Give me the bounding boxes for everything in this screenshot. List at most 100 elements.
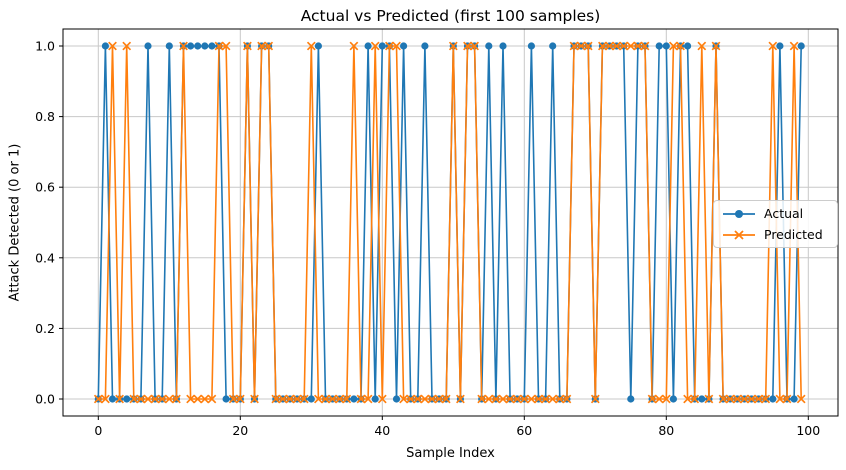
x-tick-label: 80 [658,423,674,438]
actual-marker [776,42,784,50]
predicted-marker [342,394,352,404]
actual-marker [101,42,109,50]
predicted-marker [179,41,188,51]
actual-marker [194,42,202,50]
predicted-marker [676,41,685,51]
predicted-marker [356,394,366,404]
y-tick-label: 0.0 [35,392,55,407]
predicted-marker [157,394,167,404]
predicted-marker [633,41,643,51]
predicted-marker [122,41,132,51]
predicted-marker [661,394,671,404]
actual-marker [144,42,152,50]
legend-item-predicted: Predicted [722,225,829,245]
actual-marker [187,42,195,50]
predicted-marker [455,394,465,404]
predicted-marker [363,394,373,404]
actual-marker [769,395,777,403]
actual-marker [371,395,379,403]
predicted-marker [789,41,799,51]
actual-marker [421,42,429,50]
actual-marker [307,395,315,403]
predicted-marker [377,394,387,404]
predicted-marker [505,394,515,404]
predicted-marker [668,41,678,51]
predicted-series-line [98,45,802,400]
predicted-marker [108,41,117,51]
x-tick-label: 40 [374,423,390,438]
predicted-marker [257,41,267,51]
predicted-marker [136,394,146,404]
predicted-marker [463,41,472,51]
actual-marker [378,42,386,50]
actual-marker [222,395,230,403]
actual-marker [662,42,670,50]
predicted-marker [739,394,749,404]
y-tick-label: 0.6 [35,180,55,195]
predicted-marker [512,394,522,404]
predicted-marker [782,394,792,404]
predicted-marker [626,41,636,51]
predicted-marker [434,394,444,404]
predicted-marker [406,394,416,404]
predicted-marker [569,41,579,51]
predicted-marker [214,41,224,51]
predicted-marker [470,41,480,51]
predicted-marker [477,394,487,404]
y-tick-label: 0.8 [35,109,55,124]
x-axis-label: Sample Index [406,446,495,461]
actual-marker [527,42,536,50]
actual-marker [669,395,678,403]
predicted-marker [796,394,806,404]
actual-marker [165,42,173,50]
legend-label-predicted: Predicted [764,227,823,242]
predicted-marker [93,394,103,404]
predicted-marker [321,394,330,404]
predicted-marker [526,394,536,404]
actual-marker [392,395,401,403]
actual-marker [549,42,557,50]
predicted-marker [747,394,756,404]
predicted-marker [399,394,409,404]
predicted-marker [775,394,785,404]
predicted-marker [370,41,380,51]
predicted-marker [427,394,437,404]
predicted-line-x-icon [723,229,755,240]
actual-marker [655,42,663,50]
predicted-marker [271,394,281,404]
predicted-marker [100,394,110,404]
predicted-marker [704,394,714,404]
predicted-marker [150,394,160,404]
predicted-marker [143,394,153,404]
predicted-marker [576,41,586,51]
predicted-marker [590,394,600,404]
predicted-marker [583,41,593,51]
predicted-marker [732,394,742,404]
predicted-marker [683,394,693,404]
predicted-marker [555,394,565,404]
predicted-marker [292,394,302,404]
actual-marker [364,42,372,50]
predicted-marker [242,41,252,51]
predicted-marker [171,394,181,404]
predicted-marker [441,394,451,404]
x-tick-label: 0 [94,423,102,438]
predicted-marker [612,41,622,51]
predicted-marker [420,394,430,404]
predicted-marker [306,41,316,51]
legend: Actual Predicted [713,200,838,248]
predicted-marker [498,394,508,404]
predicted-marker [129,394,139,404]
predicted-marker [697,41,707,51]
predicted-marker [235,394,245,404]
actual-line-circle-icon [723,209,755,218]
predicted-marker [541,394,551,404]
x-tick-label: 60 [516,423,532,438]
x-tick-label: 100 [796,423,820,438]
predicted-marker [299,394,309,404]
predicted-marker [413,394,423,404]
predicted-marker [207,394,217,404]
actual-marker [684,42,692,50]
predicted-marker [349,41,359,51]
